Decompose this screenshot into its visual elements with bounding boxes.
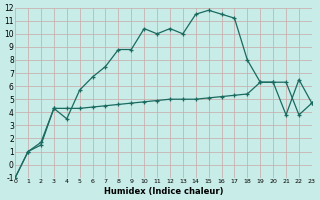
X-axis label: Humidex (Indice chaleur): Humidex (Indice chaleur): [104, 187, 223, 196]
